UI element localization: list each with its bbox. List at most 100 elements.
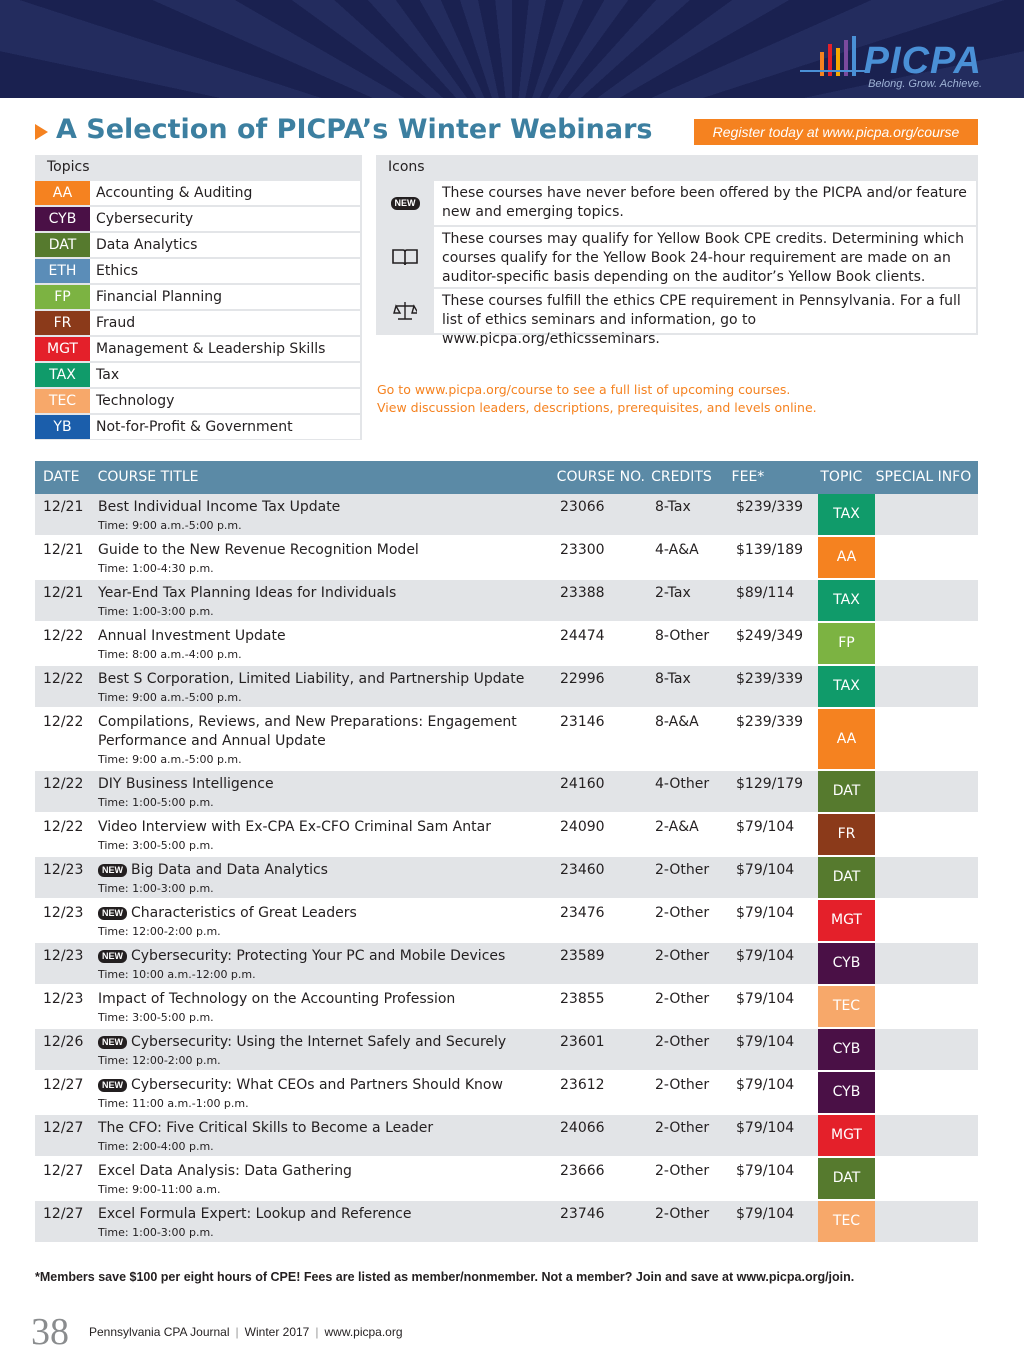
topic-row: FP Financial Planning: [35, 285, 362, 309]
course-time: Time: 1:00-3:00 p.m.: [98, 882, 214, 895]
logo-mark: [800, 36, 866, 76]
special-info: [875, 623, 978, 664]
course-cell: Guide to the New Revenue Recognition Mod…: [98, 537, 560, 578]
topic-code: ETH: [35, 259, 90, 283]
date: 12/21: [43, 542, 84, 558]
topic-name: Technology: [90, 389, 360, 413]
topic-tag: CYB: [818, 1029, 875, 1070]
topic-tag: AA: [818, 537, 875, 578]
credits: 2-Other: [655, 1163, 710, 1179]
topic-tag: AA: [818, 709, 875, 769]
course-row: 12/22 Compilations, Reviews, and New Prep…: [35, 709, 978, 771]
icons-box: Icons NEW These courses have never before …: [376, 155, 978, 347]
course-title: Guide to the New Revenue Recognition Mod…: [98, 542, 419, 558]
site: www.picpa.org: [324, 1325, 403, 1339]
credits: 2-Other: [655, 862, 710, 878]
course-title-line: Excel Formula Expert: Lookup and Referen…: [98, 1205, 538, 1224]
topic-row: TAX Tax: [35, 363, 362, 387]
course-cell: Year-End Tax Planning Ideas for Individu…: [98, 580, 560, 621]
topic-tag: MGT: [818, 1115, 875, 1156]
course-time: Time: 8:00 a.m.-4:00 p.m.: [98, 648, 242, 661]
course-cell: Best Individual Income Tax Update Time: 9…: [98, 494, 560, 535]
course-time: Time: 1:00-3:00 p.m.: [98, 605, 214, 618]
new-badge: NEW: [98, 864, 127, 877]
topic-tag: TAX: [818, 666, 875, 707]
link-text: Go to www.picpa.org/course to see a full…: [377, 382, 791, 397]
credits: 2-Other: [655, 1077, 710, 1093]
new-badge: NEW: [98, 950, 127, 963]
course-row: 12/23 Impact of Technology on the Account…: [35, 986, 978, 1029]
credits: 4-A&A: [655, 542, 699, 558]
icon-row: These courses may qualify for Yellow Boo…: [376, 227, 978, 287]
tagline: Belong. Grow. Achieve.: [868, 78, 982, 90]
topic-name: Data Analytics: [90, 233, 360, 257]
course-title-line: The CFO: Five Critical Skills to Become …: [98, 1119, 538, 1138]
course-number: 24066: [560, 1120, 605, 1136]
icon-cell: NEW: [376, 181, 434, 225]
fee: $89/114: [736, 585, 795, 601]
fee: $79/104: [736, 991, 795, 1007]
course-title-line: Excel Data Analysis: Data Gathering: [98, 1162, 538, 1181]
fee: $249/349: [736, 628, 804, 644]
topic-row: FR Fraud: [35, 311, 362, 335]
course-title-line: Best Individual Income Tax Update: [98, 498, 538, 517]
date: 12/22: [43, 628, 84, 644]
course-cell: The CFO: Five Critical Skills to Become …: [98, 1115, 560, 1156]
column-header: TOPIC: [820, 469, 863, 485]
topic-row: ETH Ethics: [35, 259, 362, 283]
credits: 8-A&A: [655, 714, 699, 730]
topic-code: DAT: [35, 233, 90, 257]
credits: 4-Other: [655, 776, 710, 792]
logo: PICPA: [863, 40, 982, 82]
topic-tag: FR: [818, 814, 875, 855]
fee: $239/339: [736, 671, 804, 687]
special-info: [875, 1158, 978, 1199]
page-number: 38: [31, 1311, 69, 1353]
column-header: COURSE NO.: [556, 469, 645, 485]
course-title: Cybersecurity: What CEOs and Partners Sh…: [131, 1077, 503, 1093]
course-number: 23066: [560, 499, 605, 515]
course-row: 12/23 NEW Big Data and Data Analytics Time:…: [35, 857, 978, 900]
special-info: [875, 1201, 978, 1242]
new-badge: NEW: [98, 1079, 127, 1092]
fee: $129/179: [736, 776, 804, 792]
course-time: Time: 9:00 a.m.-5:00 p.m.: [98, 753, 242, 766]
column-header: DATE: [43, 469, 80, 485]
topics-box: Topics AA Accounting & Auditing CYB Cybersec…: [35, 155, 362, 440]
new-badge: NEW: [98, 907, 127, 920]
fee: $79/104: [736, 1163, 795, 1179]
course-row: 12/22 Best S Corporation, Limited Liabili…: [35, 666, 978, 709]
course-row: 12/27 Excel Data Analysis: Data Gathering…: [35, 1158, 978, 1201]
course-cell: Annual Investment Update Time: 8:00 a.m.-…: [98, 623, 560, 664]
date: 12/22: [43, 671, 84, 687]
topic-tag: TAX: [818, 494, 875, 535]
topic-name: Accounting & Auditing: [90, 181, 360, 205]
course-title: Year-End Tax Planning Ideas for Individu…: [98, 585, 397, 601]
special-info: [875, 771, 978, 812]
topics-heading: Topics: [47, 159, 90, 175]
date: 12/23: [43, 991, 84, 1007]
credits: 2-Other: [655, 948, 710, 964]
topic-name: Management & Leadership Skills: [90, 337, 360, 361]
special-info: [875, 709, 978, 769]
course-title-line: Year-End Tax Planning Ideas for Individu…: [98, 584, 538, 603]
topic-tag: TEC: [818, 986, 875, 1027]
icon-cell: [376, 289, 434, 333]
topic-tag: CYB: [818, 943, 875, 984]
topic-row: DAT Data Analytics: [35, 233, 362, 257]
icon-row: NEW These courses have never before been …: [376, 181, 978, 225]
course-number: 23589: [560, 948, 605, 964]
special-info: [875, 1072, 978, 1113]
date: 12/27: [43, 1163, 84, 1179]
course-cell: NEW Cybersecurity: Protecting Your PC and…: [98, 943, 560, 984]
journal: Pennsylvania CPA Journal: [89, 1325, 230, 1339]
course-title-line: Video Interview with Ex-CPA Ex-CFO Crimi…: [98, 818, 538, 837]
date: 12/23: [43, 862, 84, 878]
special-info: [875, 986, 978, 1027]
fee: $79/104: [736, 862, 795, 878]
register-banner: Register today at www.picpa.org/course: [694, 119, 978, 145]
course-title: Impact of Technology on the Accounting P…: [98, 991, 456, 1007]
course-title-line: Compilations, Reviews, and New Preparati…: [98, 713, 538, 751]
table-header: DATE COURSE TITLE COURSE NO. CREDITS FEE* TOP…: [35, 461, 978, 494]
